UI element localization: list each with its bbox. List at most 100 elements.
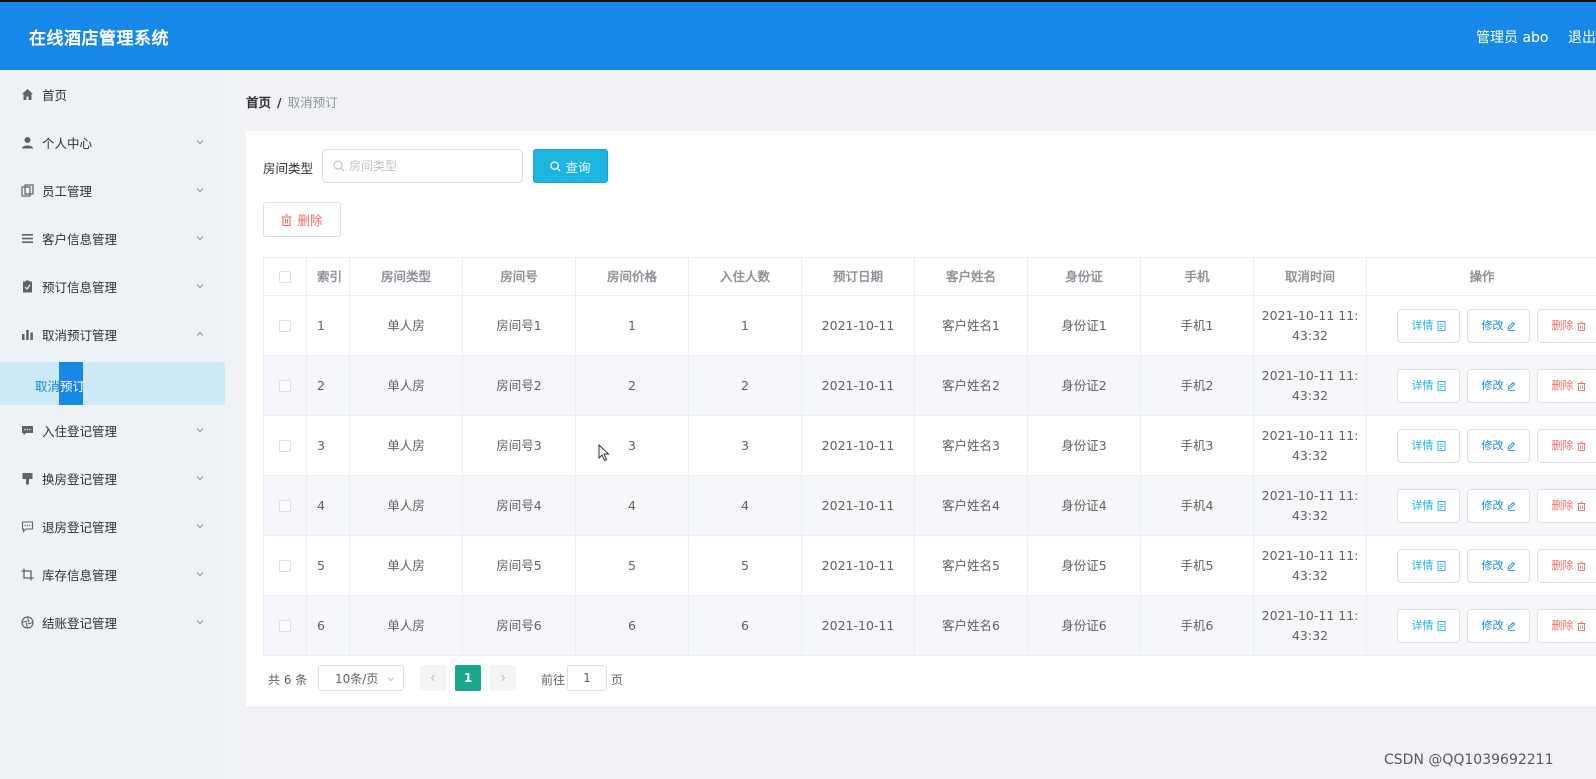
room-type-search-box[interactable] xyxy=(322,149,523,183)
cancel-time-line-2: 43:32 xyxy=(1291,627,1329,643)
table-cell-customer: 客户姓名6 xyxy=(915,596,1028,655)
row-checkbox[interactable] xyxy=(279,439,291,452)
table-cell-guests: 6 xyxy=(689,596,802,655)
header-cell: 手机 xyxy=(1141,258,1254,295)
detail-button-label: 详情 xyxy=(1411,499,1434,512)
cancel-time-line-1: 2021-10-11 11: xyxy=(1261,607,1359,623)
row-checkbox[interactable] xyxy=(279,379,291,392)
table-cell-guests: 2 xyxy=(689,356,802,415)
header-cell: 预订日期 xyxy=(802,258,915,295)
table-cell-room-type: 单人房 xyxy=(350,476,463,535)
prev-page-button[interactable] xyxy=(420,665,446,691)
edit-button[interactable]: 修改 xyxy=(1467,489,1530,523)
edit-button[interactable]: 修改 xyxy=(1467,609,1530,643)
edit-button[interactable]: 修改 xyxy=(1467,549,1530,583)
edit-button-label: 修改 xyxy=(1481,319,1504,332)
select-all-checkbox[interactable] xyxy=(279,270,291,283)
delete-button[interactable]: 删除 xyxy=(1537,429,1596,463)
detail-button[interactable]: 详情 xyxy=(1397,609,1460,643)
table-cell-customer: 客户姓名5 xyxy=(915,536,1028,595)
sidebar-item-booking-info[interactable]: 预订信息管理 xyxy=(0,262,225,310)
detail-button[interactable]: 详情 xyxy=(1397,309,1460,343)
table-row: 4 单人房 房间号4 4 4 2021-10-11 客户姓名4 身份证4 手机4 2021-10-… xyxy=(264,476,1596,536)
logout-link[interactable]: 退出 xyxy=(1568,30,1596,46)
document-icon xyxy=(1437,321,1445,331)
edit-button[interactable]: 修改 xyxy=(1467,369,1530,403)
cancel-time-line-2: 43:32 xyxy=(1291,387,1329,403)
edit-button-label: 修改 xyxy=(1481,439,1504,452)
detail-button[interactable]: 详情 xyxy=(1397,549,1460,583)
page-size-select[interactable]: 10条/页 xyxy=(318,665,404,691)
row-checkbox-cell xyxy=(264,536,307,595)
query-button[interactable]: 查询 xyxy=(533,149,608,183)
room-type-filter-label: 房间类型 xyxy=(263,161,314,176)
row-checkbox[interactable] xyxy=(279,499,291,512)
detail-button-label: 详情 xyxy=(1411,379,1434,392)
sidebar-item-checkout[interactable]: 退房登记管理 xyxy=(0,502,225,550)
row-checkbox[interactable] xyxy=(279,619,291,632)
delete-button[interactable]: 删除 xyxy=(1537,309,1596,343)
edit-button-label: 修改 xyxy=(1481,559,1504,572)
detail-button[interactable]: 详情 xyxy=(1397,489,1460,523)
detail-button[interactable]: 详情 xyxy=(1397,369,1460,403)
sidebar-item-checkin[interactable]: 入住登记管理 xyxy=(0,406,225,454)
table-cell-id-card: 身份证1 xyxy=(1028,296,1141,355)
edit-button[interactable]: 修改 xyxy=(1467,429,1530,463)
batch-delete-button[interactable]: 删除 xyxy=(263,202,341,237)
delete-button[interactable]: 删除 xyxy=(1537,549,1596,583)
table-row: 6 单人房 房间号6 6 6 2021-10-11 客户姓名6 身份证6 手机6 2021-10-… xyxy=(264,596,1596,656)
table-cell-guests: 4 xyxy=(689,476,802,535)
chevron-down-icon xyxy=(196,236,204,241)
detail-button[interactable]: 详情 xyxy=(1397,429,1460,463)
table-cell-phone: 手机1 xyxy=(1141,296,1254,355)
sidebar-item-label: 个人中心 xyxy=(42,135,93,151)
brush-icon xyxy=(21,472,34,485)
mouse-cursor-icon xyxy=(598,444,610,462)
row-checkbox[interactable] xyxy=(279,319,291,332)
header-cell: 索引 xyxy=(307,258,350,295)
table-cell-actions: 详情 修改 删除 xyxy=(1367,596,1596,655)
sidebar-item-label: 取消预订管理 xyxy=(42,327,118,343)
delete-button[interactable]: 删除 xyxy=(1537,609,1596,643)
table-cell-phone: 手机4 xyxy=(1141,476,1254,535)
sidebar-item-cancel-booking[interactable]: 取消预订管理 xyxy=(0,310,225,358)
query-button-label: 查询 xyxy=(565,159,591,175)
delete-button[interactable]: 删除 xyxy=(1537,489,1596,523)
room-type-search-input[interactable] xyxy=(349,157,517,175)
table-cell-guests: 5 xyxy=(689,536,802,595)
sidebar-item-inventory[interactable]: 库存信息管理 xyxy=(0,550,225,598)
breadcrumb-home[interactable]: 首页 xyxy=(246,95,272,110)
sidebar-item-customer-info[interactable]: 客户信息管理 xyxy=(0,214,225,262)
edit-button[interactable]: 修改 xyxy=(1467,309,1530,343)
sidebar-subitem-cancel-booking[interactable]: 取消预订 取消预订 xyxy=(0,362,225,405)
chevron-up-icon xyxy=(196,331,204,336)
table-cell-guests: 3 xyxy=(689,416,802,475)
sidebar-item-billing[interactable]: 结账登记管理 xyxy=(0,598,225,646)
next-page-button[interactable] xyxy=(490,665,516,691)
delete-button-label: 删除 xyxy=(1551,319,1574,332)
row-checkbox[interactable] xyxy=(279,559,291,572)
table-cell-cancel-time: 2021-10-11 11: 43:32 xyxy=(1254,416,1367,475)
sidebar-item-home[interactable]: 首页 xyxy=(0,70,225,118)
table-cell-phone: 手机2 xyxy=(1141,356,1254,415)
header-checkbox-cell xyxy=(264,258,307,295)
table-cell-phone: 手机3 xyxy=(1141,416,1254,475)
table-cell-actions: 详情 修改 删除 xyxy=(1367,416,1596,475)
cancel-time-line-2: 43:32 xyxy=(1291,447,1329,463)
table-cell-room-no: 房间号1 xyxy=(463,296,576,355)
goto-page-input[interactable] xyxy=(567,665,607,691)
page-number-current[interactable]: 1 xyxy=(455,665,481,691)
sidebar-item-room-change[interactable]: 换房登记管理 xyxy=(0,454,225,502)
table-cell-cancel-time: 2021-10-11 11: 43:32 xyxy=(1254,536,1367,595)
table-cell-date: 2021-10-11 xyxy=(802,356,915,415)
trash-icon xyxy=(1577,381,1585,391)
delete-button[interactable]: 删除 xyxy=(1537,369,1596,403)
header-cell: 客户姓名 xyxy=(915,258,1028,295)
admin-label: 管理员 abo xyxy=(1476,30,1549,46)
sidebar-item-personal-center[interactable]: 个人中心 xyxy=(0,118,225,166)
table-cell-cancel-time: 2021-10-11 11: 43:32 xyxy=(1254,596,1367,655)
crop-icon xyxy=(21,568,34,581)
header-cell: 取消时间 xyxy=(1254,258,1367,295)
sidebar-item-staff[interactable]: 员工管理 xyxy=(0,166,225,214)
table-cell-room-type: 单人房 xyxy=(350,356,463,415)
